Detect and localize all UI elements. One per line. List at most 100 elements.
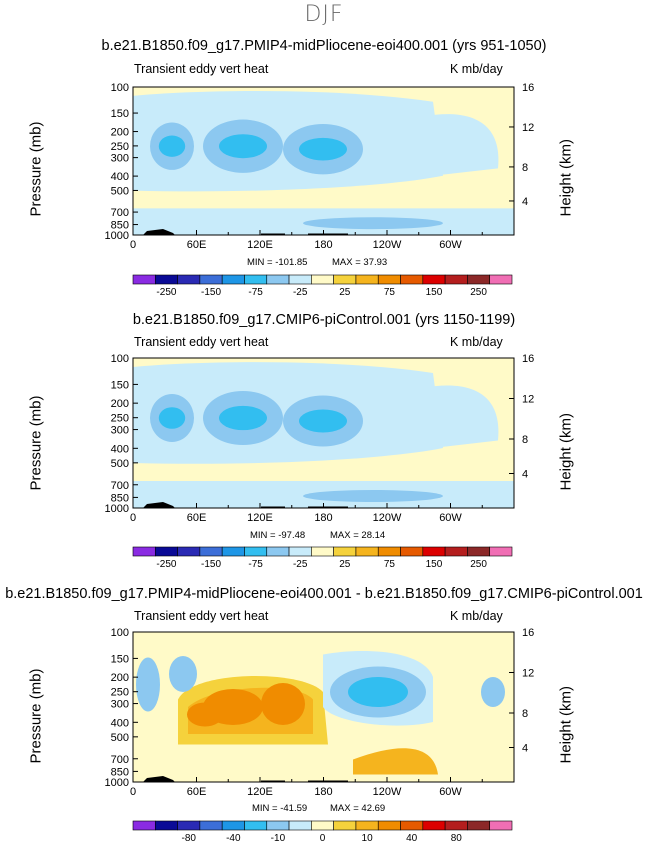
- terrain: [143, 229, 175, 235]
- field-peak: [158, 135, 186, 157]
- panel-1-field: [133, 87, 514, 235]
- colorbar-swatch: [221, 546, 245, 557]
- colorbar-swatch: [422, 820, 446, 831]
- colorbar-swatch: [154, 546, 178, 557]
- colorbar-label: -150: [201, 559, 221, 570]
- panel-2-ylabel: Pressure (mb): [27, 395, 45, 491]
- field-peak: [299, 137, 347, 161]
- y-right-tick-label: 12: [522, 122, 534, 134]
- y-tick-label: 300: [111, 153, 129, 165]
- y-right-tick-label: 12: [522, 668, 534, 680]
- y-right-tick-label: 4: [522, 743, 528, 755]
- terrain: [308, 233, 348, 235]
- y-tick-label: 700: [111, 207, 129, 219]
- colorbar-label: 150: [426, 287, 443, 298]
- colorbar-swatch: [177, 820, 201, 831]
- colorbar-swatch: [221, 274, 245, 285]
- panel-2-subtitle-left: Transient eddy vert heat: [134, 335, 269, 349]
- y-right-tick-label: 16: [522, 627, 534, 639]
- y-right-tick-label: 8: [522, 162, 528, 174]
- y-tick-label: 100: [111, 82, 129, 94]
- colorbar-swatch: [467, 274, 491, 285]
- terrain: [143, 776, 175, 782]
- colorbar-swatch: [244, 546, 268, 557]
- panel-3-field: [133, 632, 514, 782]
- field-band: [423, 385, 499, 448]
- y-tick-label: 150: [111, 653, 129, 665]
- panel-2-ylabel-right: Height (km): [557, 412, 575, 491]
- y-right-tick-label: 8: [522, 708, 528, 720]
- panel-1-subtitle-left: Transient eddy vert heat: [134, 62, 269, 76]
- colorbar-swatch: [377, 274, 401, 285]
- colorbar-swatch: [266, 820, 290, 831]
- panel-3-max: MAX = 42.69: [330, 803, 386, 814]
- colorbar-swatch: [177, 546, 201, 557]
- y-tick-label: 100: [111, 627, 129, 639]
- y-right-tick-label: 8: [522, 434, 528, 446]
- colorbar-swatch: [132, 820, 156, 831]
- y-tick-label: 850: [111, 220, 129, 232]
- panel-1-colorbar: [132, 274, 513, 285]
- x-tick-label: 120W: [373, 512, 402, 524]
- y-tick-label: 500: [111, 458, 129, 470]
- x-tick-label: 0: [130, 239, 136, 251]
- y-tick-label: 850: [111, 492, 129, 504]
- colorbar-swatch: [244, 274, 268, 285]
- terrain: [308, 506, 348, 508]
- colorbar-swatch: [489, 820, 513, 831]
- y-tick-label: 200: [111, 127, 129, 139]
- colorbar-label: 0: [320, 833, 326, 844]
- y-tick-label: 200: [111, 398, 129, 410]
- panel-3-subtitle-left: Transient eddy vert heat: [134, 609, 269, 623]
- panel-3-min: MIN = -41.59: [252, 803, 308, 814]
- panel-1-title: b.e21.B1850.f09_g17.PMIP4-midPliocene-eo…: [101, 38, 547, 54]
- colorbar-swatch: [244, 820, 268, 831]
- y-tick-label: 250: [111, 687, 129, 699]
- x-tick-label: 0: [130, 512, 136, 524]
- panel-2-colorbar: [132, 546, 513, 557]
- field-pos: [353, 748, 438, 775]
- x-tick-label: 60E: [187, 239, 207, 251]
- colorbar-label: 25: [339, 287, 351, 298]
- colorbar-swatch: [221, 820, 245, 831]
- colorbar-swatch: [444, 820, 468, 831]
- colorbar-swatch: [288, 820, 312, 831]
- field-neg-core: [169, 656, 197, 692]
- x-tick-label: 120E: [247, 239, 273, 251]
- x-tick-label: 120E: [247, 512, 273, 524]
- page-title: DJF: [304, 2, 344, 27]
- y-tick-label: 1000: [105, 230, 129, 242]
- colorbar-swatch: [288, 274, 312, 285]
- x-tick-label: 120W: [373, 239, 402, 251]
- colorbar-swatch: [377, 546, 401, 557]
- colorbar-label: -40: [226, 833, 241, 844]
- panel-3-colorbar: [132, 820, 513, 831]
- y-tick-label: 500: [111, 185, 129, 197]
- x-tick-label: 60E: [187, 786, 207, 798]
- y-tick-label: 850: [111, 766, 129, 778]
- y-tick-label: 1000: [105, 777, 129, 789]
- y-tick-label: 150: [111, 108, 129, 120]
- colorbar-swatch: [154, 820, 178, 831]
- x-tick-label: 120W: [373, 786, 402, 798]
- colorbar-swatch: [333, 546, 357, 557]
- colorbar-label: 75: [384, 287, 396, 298]
- x-tick-label: 60W: [439, 239, 462, 251]
- colorbar-swatch: [199, 820, 223, 831]
- colorbar-label: -250: [156, 287, 176, 298]
- x-tick-label: 60E: [187, 512, 207, 524]
- colorbar-swatch: [311, 546, 334, 557]
- panel-2-plot: [132, 357, 515, 509]
- field-core: [303, 217, 443, 230]
- panel-1-ylabel: Pressure (mb): [27, 121, 45, 217]
- terrain: [261, 780, 285, 782]
- x-tick-label: 180: [314, 512, 332, 524]
- panel-3-plot: [132, 631, 515, 783]
- colorbar-label: 10: [362, 833, 374, 844]
- y-tick-label: 500: [111, 732, 129, 744]
- panel-3-ylabel: Pressure (mb): [27, 668, 45, 764]
- field-peak: [299, 409, 347, 433]
- colorbar-swatch: [132, 274, 156, 285]
- colorbar-swatch: [199, 546, 223, 557]
